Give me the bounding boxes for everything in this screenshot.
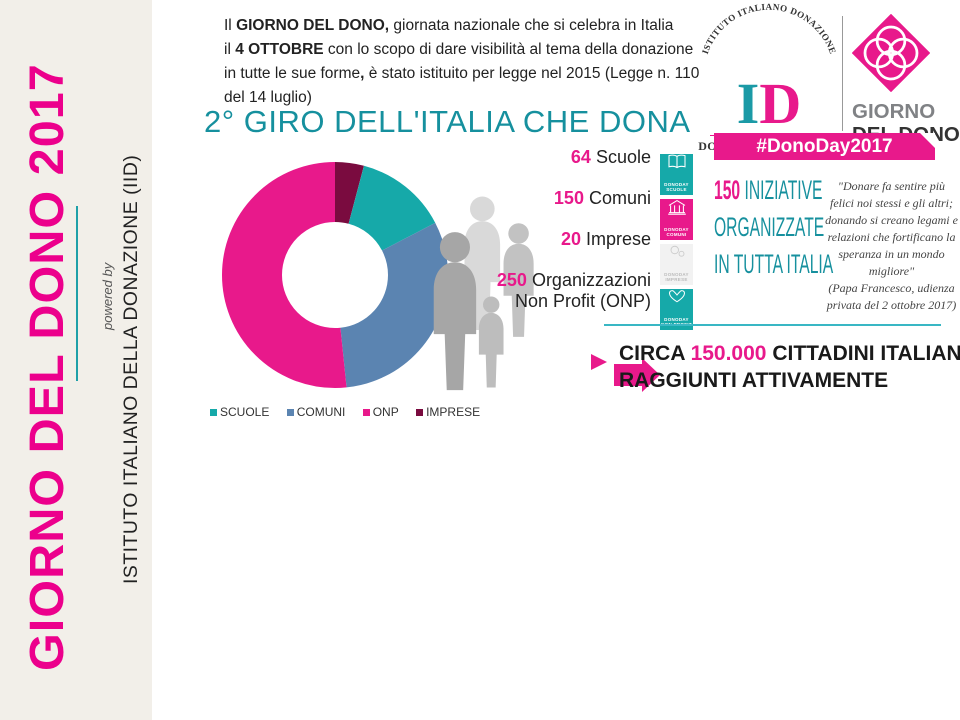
svg-text:ISTITUTO ITALIANO DONAZIONE: ISTITUTO ITALIANO DONAZIONE <box>700 2 838 56</box>
